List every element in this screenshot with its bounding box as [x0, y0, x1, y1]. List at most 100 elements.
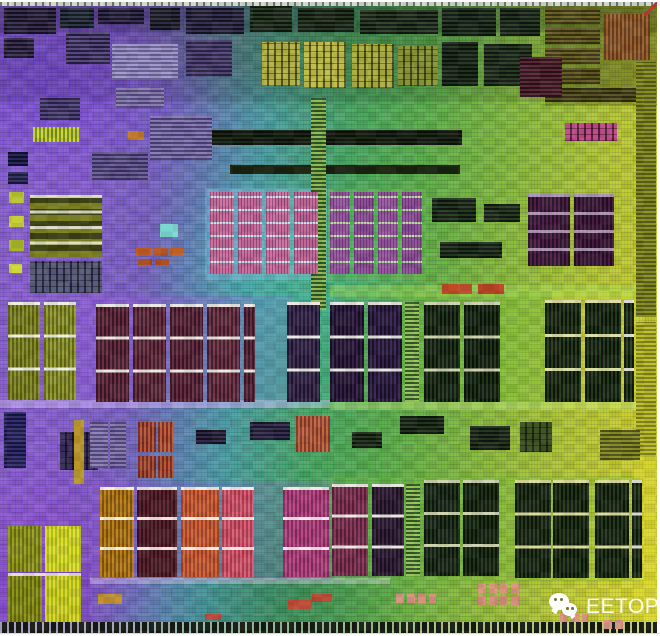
die-block — [545, 88, 637, 102]
die-block — [478, 595, 522, 605]
die-block — [98, 594, 122, 604]
die-block — [478, 284, 504, 294]
watermark: EETOP — [549, 593, 659, 620]
die-block — [8, 526, 42, 572]
die-block — [186, 8, 244, 34]
die-block — [74, 420, 84, 484]
die-block — [153, 248, 168, 256]
die-block — [330, 402, 656, 410]
die-block — [45, 576, 81, 622]
die-block — [632, 480, 642, 578]
die-block — [545, 8, 600, 24]
die-block — [352, 44, 394, 88]
die-block — [352, 432, 382, 448]
die-block — [207, 304, 240, 402]
die-block — [515, 480, 551, 578]
die-block — [354, 192, 374, 274]
die-block — [30, 195, 102, 257]
die-block — [405, 302, 419, 402]
die-block — [432, 198, 476, 222]
die-block — [30, 261, 102, 293]
die-block — [312, 594, 332, 602]
die-block — [424, 302, 460, 402]
die-block — [396, 594, 436, 603]
image-border-right — [657, 0, 660, 636]
die-block — [158, 422, 174, 452]
bubble-eye — [554, 598, 557, 601]
die-block — [464, 302, 500, 402]
die-block — [500, 8, 540, 36]
die-block — [332, 484, 368, 576]
die-block — [8, 573, 81, 576]
die-block — [9, 264, 22, 273]
die-block — [250, 422, 290, 440]
die-block — [520, 57, 562, 97]
die-block — [463, 480, 499, 576]
die-block — [402, 192, 422, 274]
die-block — [98, 8, 144, 24]
die-block — [210, 192, 234, 274]
die-block — [33, 127, 79, 142]
die-block — [230, 165, 460, 174]
die-block — [4, 412, 26, 468]
image-border-top — [0, 0, 660, 2]
die-block — [137, 487, 177, 577]
die-block — [0, 400, 330, 408]
die-block — [116, 88, 164, 108]
die-block — [400, 416, 444, 434]
die-block — [8, 302, 40, 400]
die-block — [283, 487, 329, 577]
die-block — [160, 224, 178, 237]
die-block — [205, 614, 221, 620]
die-block — [545, 28, 600, 44]
die-block — [604, 14, 650, 60]
die-block — [8, 576, 42, 622]
die-block — [520, 422, 552, 452]
die-block — [406, 484, 420, 576]
watermark-label: EETOP — [586, 594, 660, 618]
die-block — [288, 600, 312, 609]
die-block — [8, 172, 28, 184]
wechat-chat-bubbles-icon — [549, 593, 580, 620]
die-block — [4, 8, 56, 34]
die-block — [360, 10, 438, 34]
die-block — [553, 480, 589, 578]
die-block — [528, 194, 570, 266]
die-block — [170, 304, 203, 402]
die-block — [330, 192, 350, 274]
die-block — [4, 38, 34, 58]
die-block — [266, 192, 290, 274]
die-block — [138, 422, 156, 452]
die-block — [45, 526, 81, 572]
bubble-eye — [560, 598, 563, 601]
die-block — [40, 98, 80, 120]
die-block — [636, 62, 656, 317]
die-block — [90, 578, 390, 584]
die-block — [478, 583, 522, 593]
die-block — [636, 322, 656, 457]
die-block — [0, 2, 657, 6]
die-block — [44, 302, 76, 400]
die-block — [442, 284, 472, 294]
die-block — [60, 8, 94, 28]
die-block — [155, 259, 169, 265]
die-block — [92, 152, 148, 180]
die-block — [244, 304, 255, 402]
die-block — [595, 480, 629, 578]
die-block — [186, 40, 232, 76]
die-block — [545, 300, 581, 402]
die-block — [378, 192, 398, 274]
die-block — [196, 430, 226, 444]
die-block — [138, 259, 152, 265]
die-block — [110, 422, 126, 468]
die-block — [96, 304, 129, 402]
die-block — [238, 192, 262, 274]
die-block — [296, 416, 330, 452]
die-block — [222, 487, 254, 577]
die-block — [560, 614, 588, 622]
die-block — [440, 242, 502, 258]
die-block — [298, 8, 354, 32]
die-block — [565, 123, 617, 141]
